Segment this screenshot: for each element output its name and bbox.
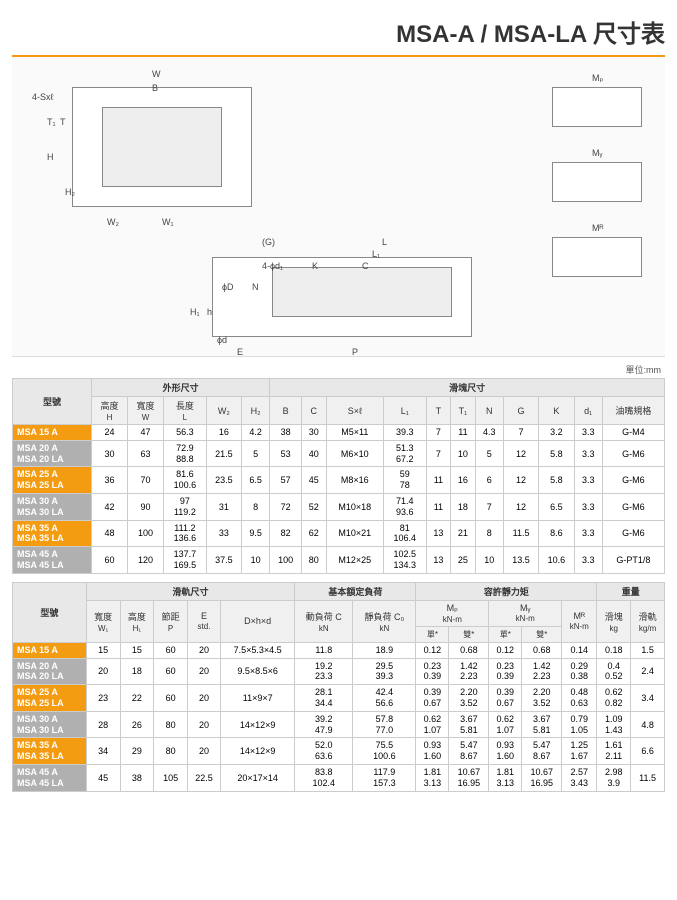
dimensions-table-2: 型號滑軌尺寸基本額定負荷容許靜力矩重量寬度W₁高度H₁節距PEstd.D×h×d… xyxy=(12,582,665,792)
page-title: MSA-A / MSA-LA 尺寸表 xyxy=(12,8,665,57)
technical-diagram: W B 4-Sxℓ T₁ T H H₂ W₂ W₁ (G) L L₁ C 4-ϕ… xyxy=(12,57,665,357)
dimensions-table-1: 型號外形尺寸滑塊尺寸高度H寬度W長度LW₂H₂BCS×ℓL₁TT₁NGKd₁油嘴… xyxy=(12,378,665,574)
unit-label: 單位:mm xyxy=(12,361,665,378)
